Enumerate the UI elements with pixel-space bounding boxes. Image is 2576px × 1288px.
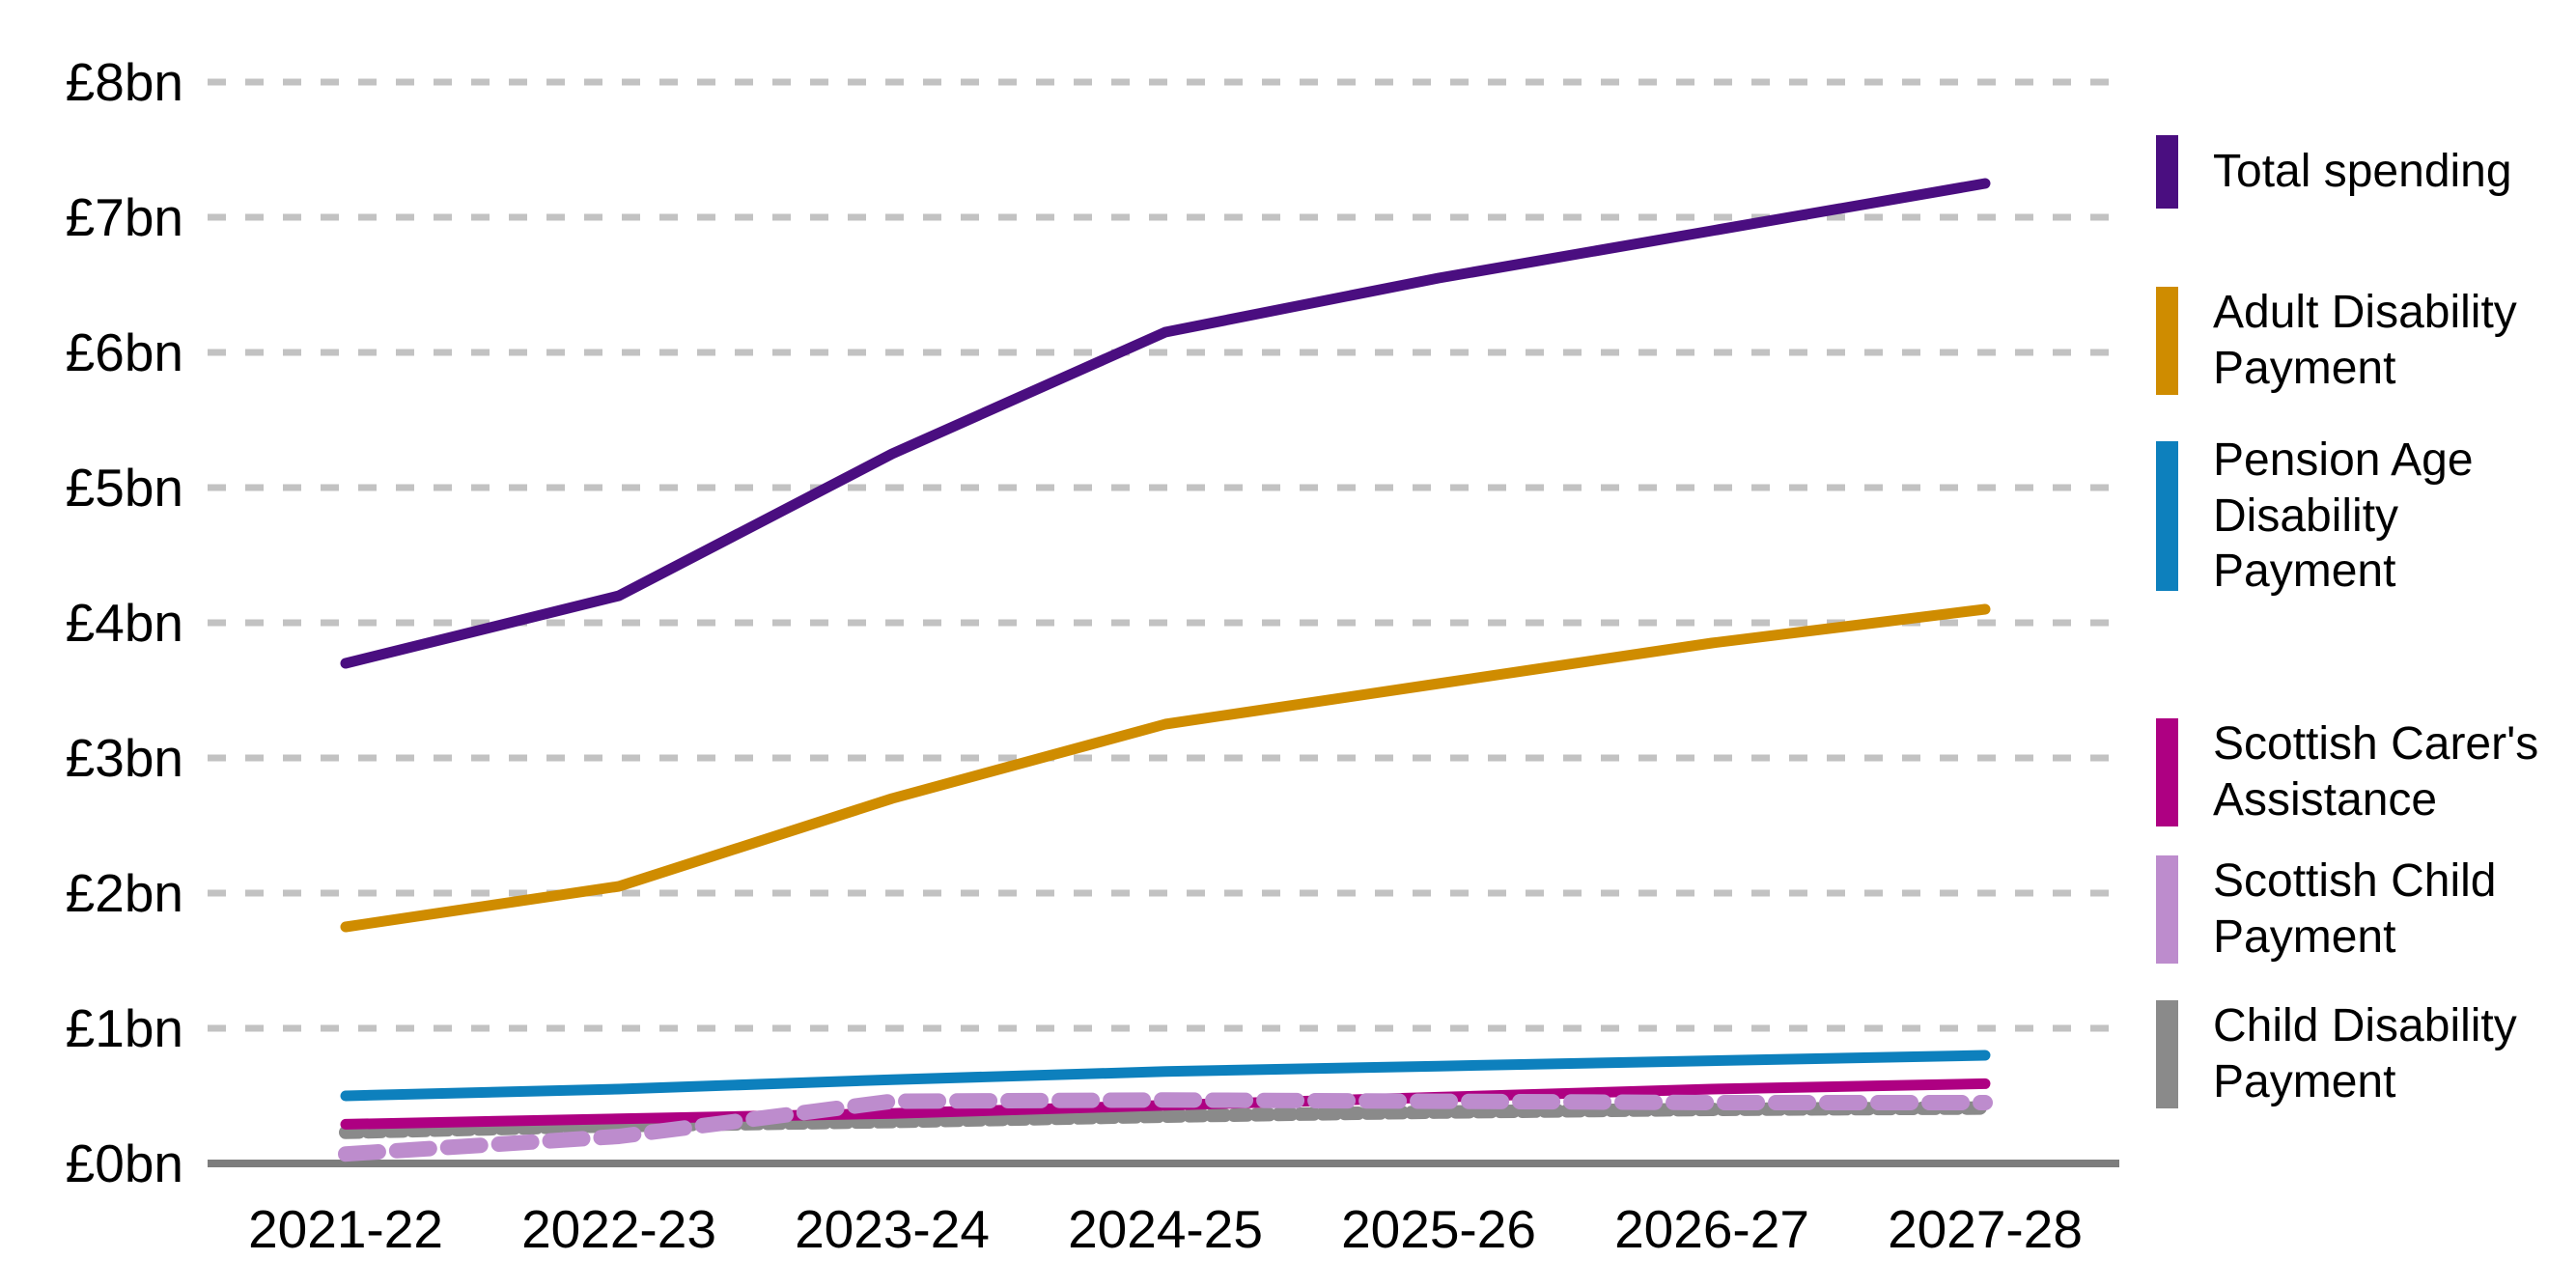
legend-item-adult-disability-payment: Adult Disability Payment [2156, 285, 2576, 396]
gridlines [208, 78, 2119, 1032]
x-tick-label: 2025-26 [1341, 1199, 1536, 1259]
legend-label: Total spending [2213, 146, 2512, 198]
y-tick-label: £6bn [66, 322, 183, 382]
legend-swatch-scottish-child-payment [2156, 854, 2178, 964]
line-scottish-child-payment [338, 1092, 1993, 1162]
series-lines [338, 178, 1993, 1162]
line-child-disability-payment [339, 1101, 1992, 1139]
legend-label: Scottish Carer's Assistance [2213, 718, 2539, 826]
legend-item-scottish-child-payment: Scottish Child Payment [2156, 854, 2576, 965]
x-tick-label: 2026-27 [1614, 1199, 1809, 1259]
y-tick-label: £7bn [66, 187, 183, 247]
line-adult-disability-payment [340, 603, 1991, 933]
line-pension-age-disability-payment [340, 1050, 1991, 1102]
legend-swatch-pension-age-disability-payment [2156, 440, 2178, 591]
legend-label: Child Disability Payment [2213, 1000, 2517, 1107]
legend-swatch-child-disability-payment [2156, 999, 2178, 1108]
x-tick-label: 2027-28 [1888, 1199, 2083, 1259]
legend-item-total-spending: Total spending [2156, 135, 2576, 209]
x-tick-label: 2022-23 [521, 1199, 716, 1259]
y-tick-label: £3bn [66, 728, 183, 788]
y-tick-label: £4bn [66, 593, 183, 653]
y-tick-label: £1bn [66, 998, 183, 1058]
x-tick-label: 2023-24 [795, 1199, 990, 1259]
y-tick-label: £8bn [66, 52, 183, 112]
legend-label: Pension Age Disability Payment [2213, 434, 2474, 598]
y-tick-label: £0bn [66, 1134, 183, 1193]
x-axis-tick-labels: 2021-22 2022-23 2023-24 2024-25 2025-26 2026-… [248, 1199, 2083, 1259]
legend-swatch-scottish-carers-assistance [2156, 717, 2178, 826]
legend-label: Scottish Child Payment [2213, 855, 2497, 963]
legend-swatch-adult-disability-payment [2156, 286, 2178, 395]
legend-swatch-total-spending [2156, 135, 2178, 209]
y-tick-label: £2bn [66, 863, 183, 923]
legend-item-scottish-carers-assistance: Scottish Carer's Assistance [2156, 716, 2576, 827]
y-tick-label: £5bn [66, 458, 183, 518]
legend-item-pension-age-disability-payment: Pension Age Disability Payment [2156, 433, 2576, 600]
legend-item-child-disability-payment: Child Disability Payment [2156, 998, 2576, 1109]
x-tick-label: 2024-25 [1068, 1199, 1263, 1259]
legend-label: Adult Disability Payment [2213, 287, 2517, 394]
y-axis-tick-labels: £0bn £1bn £2bn £3bn £4bn £5bn £6bn £7bn £8bn [66, 52, 183, 1193]
x-tick-label: 2021-22 [248, 1199, 443, 1259]
line-total-spending [340, 178, 1991, 669]
